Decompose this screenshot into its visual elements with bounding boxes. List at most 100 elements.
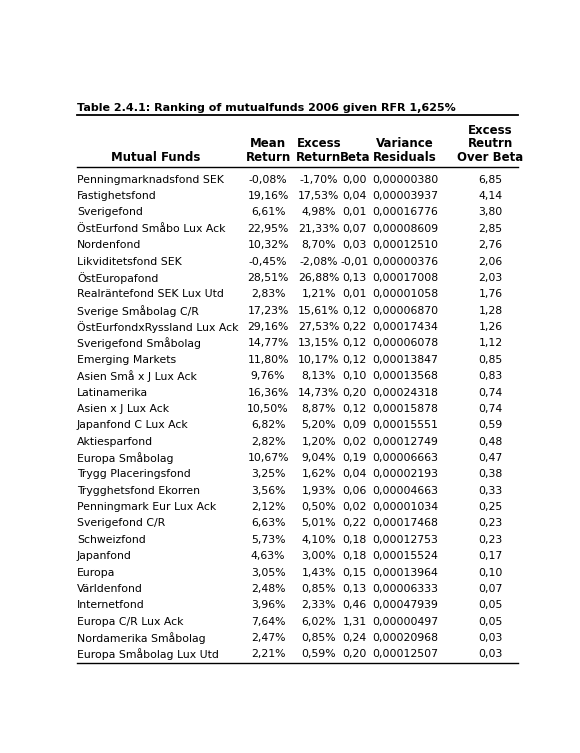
Text: 0,24: 0,24 xyxy=(343,633,367,643)
Text: 0,13: 0,13 xyxy=(343,273,367,283)
Text: 8,70%: 8,70% xyxy=(302,240,336,250)
Text: 10,67%: 10,67% xyxy=(247,453,289,463)
Text: Residuals: Residuals xyxy=(374,151,437,163)
Text: 0,25: 0,25 xyxy=(478,502,503,512)
Text: 0,00015524: 0,00015524 xyxy=(372,551,438,561)
Text: 1,62%: 1,62% xyxy=(302,469,336,480)
Text: Mean: Mean xyxy=(250,137,286,150)
Text: 3,56%: 3,56% xyxy=(251,486,285,495)
Text: Latinamerika: Latinamerika xyxy=(77,388,148,398)
Text: 1,26: 1,26 xyxy=(478,322,503,332)
Text: 0,03: 0,03 xyxy=(343,240,367,250)
Text: 10,32%: 10,32% xyxy=(247,240,289,250)
Text: 0,20: 0,20 xyxy=(343,388,367,398)
Text: 2,06: 2,06 xyxy=(478,257,503,267)
Text: 0,00006870: 0,00006870 xyxy=(372,306,438,316)
Text: 0,38: 0,38 xyxy=(478,469,503,480)
Text: 0,48: 0,48 xyxy=(478,437,503,447)
Text: Internetfond: Internetfond xyxy=(77,600,145,611)
Text: 2,03: 2,03 xyxy=(478,273,503,283)
Text: 0,00015878: 0,00015878 xyxy=(372,404,438,414)
Text: 0,00047939: 0,00047939 xyxy=(372,600,438,611)
Text: 11,80%: 11,80% xyxy=(247,355,289,364)
Text: 0,00015551: 0,00015551 xyxy=(372,420,438,430)
Text: Variance: Variance xyxy=(376,137,434,150)
Text: 0,19: 0,19 xyxy=(343,453,367,463)
Text: 0,00000380: 0,00000380 xyxy=(372,175,438,184)
Text: 1,93%: 1,93% xyxy=(302,486,336,495)
Text: 0,00013964: 0,00013964 xyxy=(372,568,438,578)
Text: 0,01: 0,01 xyxy=(343,289,367,299)
Text: 8,13%: 8,13% xyxy=(302,371,336,381)
Text: 0,59%: 0,59% xyxy=(302,649,336,660)
Text: 5,01%: 5,01% xyxy=(302,519,336,529)
Text: ÖstEurfondxRyssland Lux Ack: ÖstEurfondxRyssland Lux Ack xyxy=(77,321,238,333)
Text: 0,12: 0,12 xyxy=(343,338,367,349)
Text: 0,00012510: 0,00012510 xyxy=(372,240,438,250)
Text: 29,16%: 29,16% xyxy=(247,322,289,332)
Text: 1,43%: 1,43% xyxy=(302,568,336,578)
Text: 0,00001034: 0,00001034 xyxy=(372,502,438,512)
Text: Realräntefond SEK Lux Utd: Realräntefond SEK Lux Utd xyxy=(77,289,224,299)
Text: 0,50%: 0,50% xyxy=(302,502,336,512)
Text: 0,47: 0,47 xyxy=(478,453,503,463)
Text: 0,00016776: 0,00016776 xyxy=(372,208,438,218)
Text: Europa: Europa xyxy=(77,568,115,578)
Text: 2,33%: 2,33% xyxy=(302,600,336,611)
Text: 0,04: 0,04 xyxy=(343,469,367,480)
Text: 0,10: 0,10 xyxy=(478,568,503,578)
Text: 0,00003937: 0,00003937 xyxy=(372,191,438,201)
Text: 2,21%: 2,21% xyxy=(251,649,285,660)
Text: 10,50%: 10,50% xyxy=(247,404,289,414)
Text: 14,73%: 14,73% xyxy=(298,388,339,398)
Text: 3,00%: 3,00% xyxy=(302,551,336,561)
Text: Penningmark Eur Lux Ack: Penningmark Eur Lux Ack xyxy=(77,502,216,512)
Text: 6,63%: 6,63% xyxy=(251,519,285,529)
Text: 0,00004663: 0,00004663 xyxy=(372,486,438,495)
Text: -0,01: -0,01 xyxy=(340,257,369,267)
Text: 0,00013568: 0,00013568 xyxy=(372,371,438,381)
Text: 0,00012753: 0,00012753 xyxy=(372,535,438,545)
Text: ÖstEuropafond: ÖstEuropafond xyxy=(77,272,158,284)
Text: 2,12%: 2,12% xyxy=(251,502,285,512)
Text: 0,12: 0,12 xyxy=(343,306,367,316)
Text: 1,28: 1,28 xyxy=(478,306,503,316)
Text: 0,00001058: 0,00001058 xyxy=(372,289,438,299)
Text: 0,05: 0,05 xyxy=(478,600,503,611)
Text: 0,85%: 0,85% xyxy=(302,584,336,594)
Text: Sverigefond C/R: Sverigefond C/R xyxy=(77,519,165,529)
Text: 9,04%: 9,04% xyxy=(302,453,336,463)
Text: Emerging Markets: Emerging Markets xyxy=(77,355,176,364)
Text: 28,51%: 28,51% xyxy=(247,273,289,283)
Text: Trygg Placeringsfond: Trygg Placeringsfond xyxy=(77,469,191,480)
Text: Aktiesparfond: Aktiesparfond xyxy=(77,437,153,447)
Text: 0,85: 0,85 xyxy=(478,355,503,364)
Text: 3,25%: 3,25% xyxy=(251,469,285,480)
Text: 0,00000376: 0,00000376 xyxy=(372,257,438,267)
Text: 0,00006663: 0,00006663 xyxy=(372,453,438,463)
Text: 0,07: 0,07 xyxy=(478,584,503,594)
Text: Penningmarknadsfond SEK: Penningmarknadsfond SEK xyxy=(77,175,224,184)
Text: ÖstEurfond Småbo Lux Ack: ÖstEurfond Småbo Lux Ack xyxy=(77,224,226,234)
Text: 0,15: 0,15 xyxy=(343,568,367,578)
Text: 0,23: 0,23 xyxy=(478,519,503,529)
Text: 4,63%: 4,63% xyxy=(251,551,285,561)
Text: 4,98%: 4,98% xyxy=(302,208,336,218)
Text: 0,00017008: 0,00017008 xyxy=(372,273,438,283)
Text: 4,10%: 4,10% xyxy=(302,535,336,545)
Text: Excess: Excess xyxy=(296,137,341,150)
Text: Likviditetsfond SEK: Likviditetsfond SEK xyxy=(77,257,182,267)
Text: Asien x J Lux Ack: Asien x J Lux Ack xyxy=(77,404,169,414)
Text: 3,80: 3,80 xyxy=(478,208,503,218)
Text: -0,45%: -0,45% xyxy=(249,257,287,267)
Text: Excess: Excess xyxy=(468,124,513,138)
Text: 0,03: 0,03 xyxy=(478,633,503,643)
Text: 0,00013847: 0,00013847 xyxy=(372,355,438,364)
Text: 0,10: 0,10 xyxy=(343,371,367,381)
Text: -0,08%: -0,08% xyxy=(249,175,287,184)
Text: 0,03: 0,03 xyxy=(478,649,503,660)
Text: 0,17: 0,17 xyxy=(478,551,503,561)
Text: Return: Return xyxy=(245,151,291,163)
Text: Fastighetsfond: Fastighetsfond xyxy=(77,191,157,201)
Text: 0,02: 0,02 xyxy=(343,437,367,447)
